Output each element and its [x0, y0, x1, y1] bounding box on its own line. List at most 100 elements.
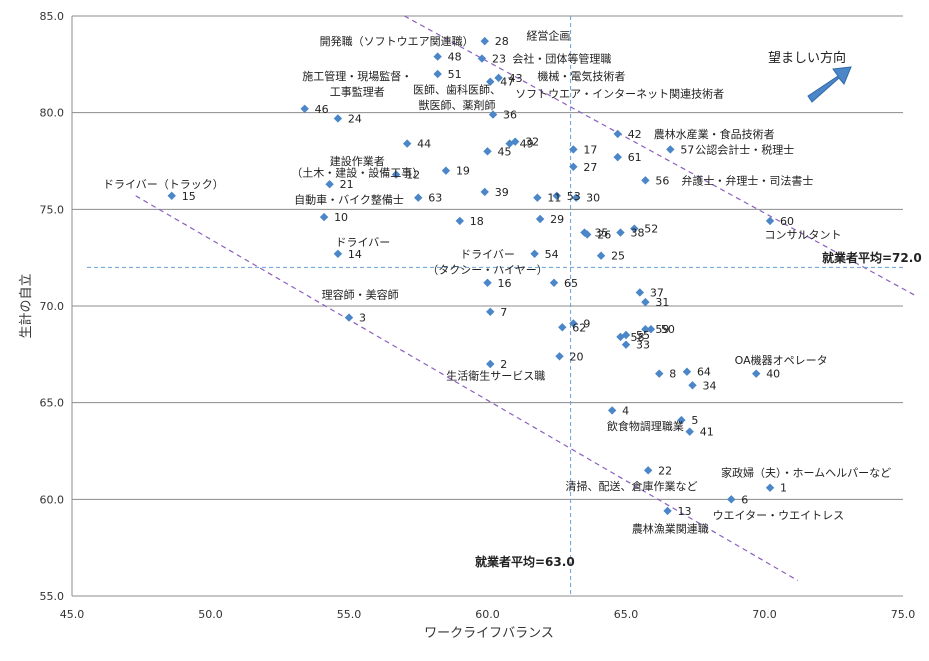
gridlines [72, 15, 903, 597]
point-57 [666, 145, 675, 154]
category-label-c24: 飲食物調理職業 [607, 419, 684, 433]
point-48 [433, 52, 442, 61]
point-label-47: 47 [500, 76, 514, 89]
point-63 [414, 193, 423, 202]
point-label-64: 64 [697, 366, 711, 379]
point-label-35: 35 [594, 227, 608, 240]
category-label-c25: 家政婦（夫）・ホームヘルパーなど [721, 465, 891, 479]
point-label-27: 27 [583, 161, 597, 174]
point-64 [682, 367, 692, 376]
point-56 [641, 176, 650, 185]
point-label-20: 20 [570, 350, 584, 363]
point-label-42: 42 [628, 128, 642, 141]
point-label-53: 53 [567, 190, 581, 203]
point-35 [580, 228, 589, 237]
x-average-label: 就業者平均=63.0 [475, 554, 575, 569]
x-tick-label-3: 60.0 [475, 608, 500, 621]
point-13 [663, 506, 672, 516]
x-axis-title: ワークライフバランス [424, 626, 554, 641]
category-label-c22: OA機器オペレータ [735, 353, 828, 367]
point-label-55: 55 [636, 329, 650, 342]
point-2 [486, 359, 495, 369]
point-11 [533, 193, 542, 202]
average-lines [87, 16, 903, 596]
point-7 [486, 307, 495, 316]
point-label-37: 37 [650, 286, 664, 299]
y-tick-label-4: 75.0 [40, 203, 65, 216]
point-label-34: 34 [702, 379, 716, 392]
point-17 [569, 145, 578, 154]
category-label-c13: （土木・建設・設備工事） [291, 166, 423, 180]
category-label-c21: 理容師・美容師 [322, 287, 399, 301]
point-36 [488, 110, 498, 119]
point-40 [751, 369, 761, 378]
point-label-21: 21 [340, 178, 354, 191]
point-label-2: 2 [500, 358, 507, 371]
point-label-61: 61 [628, 151, 642, 164]
point-29 [535, 214, 545, 224]
point-9 [569, 319, 578, 328]
point-label-46: 46 [315, 103, 329, 116]
category-label-c27: ウエイター・ウエイトレス [713, 509, 845, 522]
point-label-48: 48 [448, 51, 462, 64]
point-18 [455, 216, 464, 226]
point-46 [300, 104, 309, 113]
point-label-26: 26 [597, 228, 611, 241]
point-label-29: 29 [550, 213, 564, 226]
category-label-c26: 清掃、配送、倉庫作業など [566, 479, 698, 493]
category-label-c11: 公認会計士・税理士 [695, 142, 794, 156]
point-34 [688, 381, 697, 390]
point-23 [477, 54, 487, 63]
category-label-c2: 経営企画 [526, 28, 570, 42]
point-65 [549, 278, 559, 287]
data-points [167, 36, 775, 516]
guide-lines [135, 15, 918, 582]
direction-arrow [807, 66, 852, 103]
point-label-12: 12 [406, 169, 420, 182]
point-label-25: 25 [611, 250, 625, 263]
point-label-43: 43 [509, 72, 523, 85]
point-label-18: 18 [470, 215, 484, 228]
point-label-10: 10 [334, 211, 348, 224]
category-label-c6: 工事監理者 [330, 84, 385, 98]
point-label-63: 63 [428, 192, 442, 205]
point-12 [391, 170, 401, 179]
point-42 [613, 129, 622, 139]
point-43 [494, 73, 503, 83]
point-37 [635, 288, 645, 297]
category-label-c9: ソフトウエア・インターネット関連技術者 [515, 86, 724, 100]
point-label-6: 6 [741, 493, 748, 506]
point-58 [616, 332, 625, 342]
point-label-7: 7 [500, 306, 507, 319]
x-tick-labels: 45.0 50.0 55.0 60.0 65.0 70.0 75.0 [60, 608, 916, 621]
point-label-62: 62 [572, 321, 586, 334]
category-label-c12: 建設作業者 [330, 154, 385, 168]
x-tick-label-2: 55.0 [337, 608, 362, 621]
point-label-58: 58 [630, 331, 644, 344]
y-tick-labels: 55.0 60.0 65.0 70.0 75.0 80.0 85.0 [40, 10, 65, 603]
point-24 [333, 114, 343, 123]
category-label-c7: 医師、歯科医師、 [413, 82, 501, 96]
category-label-c18: ドライバー [335, 236, 390, 249]
point-54 [530, 249, 539, 258]
point-3 [344, 313, 354, 322]
category-label-c23: 生活衛生サービス職 [446, 369, 545, 383]
category-label-c17: コンサルタント [765, 228, 842, 241]
point-label-33: 33 [636, 339, 650, 352]
point-19 [441, 166, 451, 175]
point-31 [641, 297, 650, 307]
point-14 [333, 249, 343, 258]
point-33 [621, 340, 631, 349]
point-44 [402, 139, 412, 148]
point-label-60: 60 [780, 215, 794, 228]
category-label-c19: ドライバー [460, 248, 515, 261]
y-tick-label-2: 65.0 [40, 397, 65, 410]
point-label-57: 57 [680, 143, 694, 156]
point-label-38: 38 [630, 227, 644, 240]
point-38 [616, 228, 625, 237]
point-28 [480, 36, 489, 46]
point-label-8: 8 [669, 368, 676, 381]
point-label-9: 9 [583, 317, 590, 330]
point-27 [569, 162, 578, 171]
